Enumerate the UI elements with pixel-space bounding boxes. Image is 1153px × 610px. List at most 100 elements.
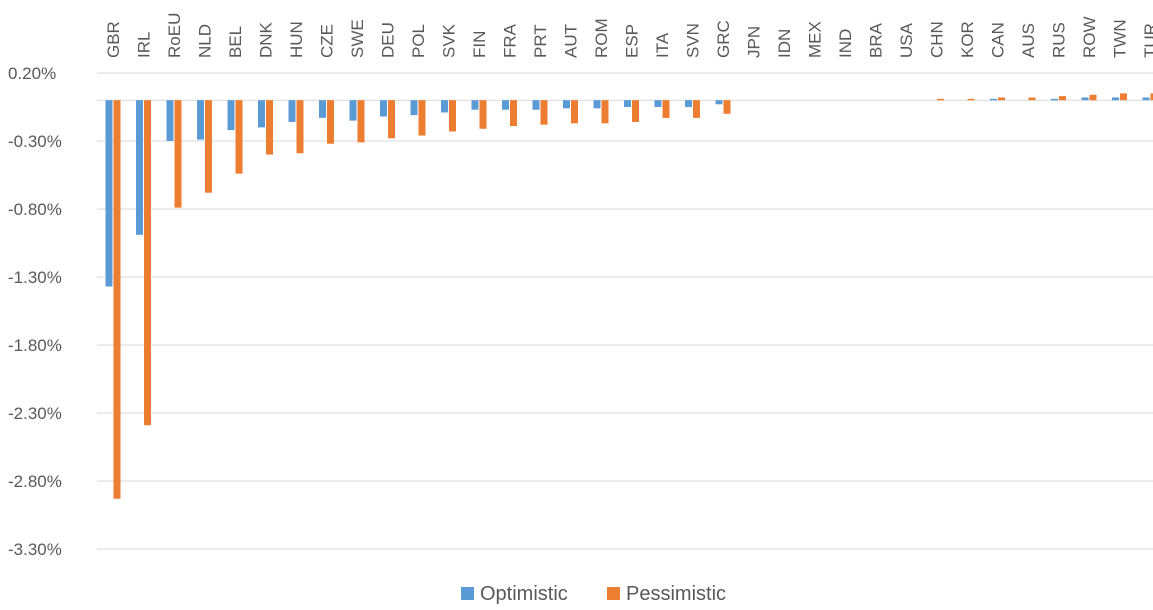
bar-pessimistic-prt [540,100,548,125]
category-label-fra: FRA [501,23,520,58]
bar-optimistic-pol [410,100,418,116]
bar-pessimistic-pol [418,100,426,136]
category-label-jpn: JPN [745,26,764,58]
bar-pessimistic-dnk [266,100,273,155]
category-label-aus: AUS [1019,23,1038,58]
bar-pessimistic-rus [1059,96,1066,101]
legend-label-optimistic: Optimistic [480,583,568,605]
y-tick-label: -2.30% [8,404,62,423]
legend-swatch-optimistic [461,587,474,600]
category-label-svk: SVK [440,23,459,58]
bar-optimistic-hun [288,100,296,122]
bar-pessimistic-grc [723,100,731,114]
legend-swatch-pessimistic [607,587,620,600]
bar-optimistic-rom [593,100,601,109]
category-label-idn: IDN [775,29,794,58]
bar-pessimistic-rom [601,100,609,124]
category-label-gbr: GBR [104,21,123,58]
bar-optimistic-can [990,98,997,101]
bar-optimistic-irl [136,100,143,235]
bars [105,93,1153,499]
category-label-can: CAN [989,22,1008,58]
bar-optimistic-row [1081,97,1089,101]
bar-pessimistic-tur [1150,93,1153,101]
bar-optimistic-cze [319,100,326,118]
category-label-swe: SWE [348,19,367,58]
category-label-cze: CZE [318,24,337,58]
bar-optimistic-svk [441,100,448,113]
category-label-hun: HUN [287,21,306,58]
category-label-prt: PRT [531,24,550,58]
category-label-roeu: RoEU [165,13,184,58]
bar-pessimistic-svk [449,100,456,132]
y-axis-tick-labels: 0.20% -0.30% -0.80% -1.30% -1.80% -2.30% -2.80… [8,64,62,559]
category-label-irl: IRL [135,32,154,58]
y-tick-label: -0.80% [8,200,62,219]
category-label-esp: ESP [623,24,642,58]
bar-optimistic-roeu [166,100,174,141]
bar-pessimistic-kor [967,98,975,101]
bar-optimistic-fra [502,100,509,110]
y-tick-label: -0.30% [8,132,62,151]
bar-optimistic-swe [349,100,357,121]
bar-pessimistic-cze [327,100,334,144]
bar-pessimistic-deu [388,100,395,139]
y-tick-label: -1.30% [8,268,62,287]
bar-pessimistic-ita [662,100,670,118]
bar-pessimistic-nld [205,100,212,193]
bar-pessimistic-roeu [174,100,182,208]
bar-optimistic-dnk [258,100,265,128]
legend-label-pessimistic: Pessimistic [626,583,726,605]
y-tick-label: -2.80% [8,472,62,491]
category-label-chn: CHN [928,21,947,58]
y-tick-label: -1.80% [8,336,62,355]
bar-optimistic-grc [715,100,723,105]
bar-pessimistic-swe [357,100,365,143]
category-label-mex: MEX [806,21,825,58]
y-tick-label: -3.30% [8,540,62,559]
bar-pessimistic-fra [510,100,517,127]
bar-pessimistic-bel [235,100,243,174]
category-label-aut: AUT [562,24,581,58]
bar-pessimistic-chn [937,98,944,101]
bar-optimistic-svn [685,100,692,107]
category-label-tur: TUR [1141,23,1153,58]
bar-pessimistic-irl [144,100,151,426]
category-labels: GBR IRL RoEU NLD BEL DNK HUN CZE SWE DEU POL SVK FIN… [104,13,1153,58]
bar-optimistic-nld [197,100,204,140]
category-label-deu: DEU [379,22,398,58]
category-label-fin: FIN [470,31,489,58]
bar-pessimistic-row [1089,94,1097,101]
category-label-rus: RUS [1050,22,1069,58]
bar-pessimistic-hun [296,100,304,154]
legend: Optimistic Pessimistic [461,583,726,605]
category-label-rom: ROM [592,18,611,58]
category-label-dnk: DNK [257,21,276,58]
bar-optimistic-deu [380,100,387,117]
bar-pessimistic-gbr [113,100,121,499]
bar-pessimistic-fin [479,100,487,129]
bar-optimistic-prt [532,100,540,110]
category-label-row: ROW [1080,16,1099,58]
bar-optimistic-bel [227,100,235,131]
category-label-grc: GRC [714,20,733,58]
gridlines [97,72,1153,550]
bar-pessimistic-aus [1028,97,1036,101]
category-label-usa: USA [897,22,916,58]
category-label-twn: TWN [1111,19,1130,58]
bar-pessimistic-svn [693,100,700,118]
bar-pessimistic-esp [632,100,639,122]
bar-optimistic-ita [654,100,662,107]
category-label-bra: BRA [867,22,886,58]
category-label-ita: ITA [653,32,672,58]
bar-optimistic-twn [1112,97,1119,101]
bar-pessimistic-can [998,97,1005,101]
bar-optimistic-gbr [105,100,113,287]
bar-pessimistic-twn [1120,93,1127,101]
category-label-nld: NLD [196,24,215,58]
bar-pessimistic-aut [571,100,578,124]
bar-optimistic-fin [471,100,479,110]
category-label-ind: IND [836,29,855,58]
category-label-svn: SVN [684,23,703,58]
